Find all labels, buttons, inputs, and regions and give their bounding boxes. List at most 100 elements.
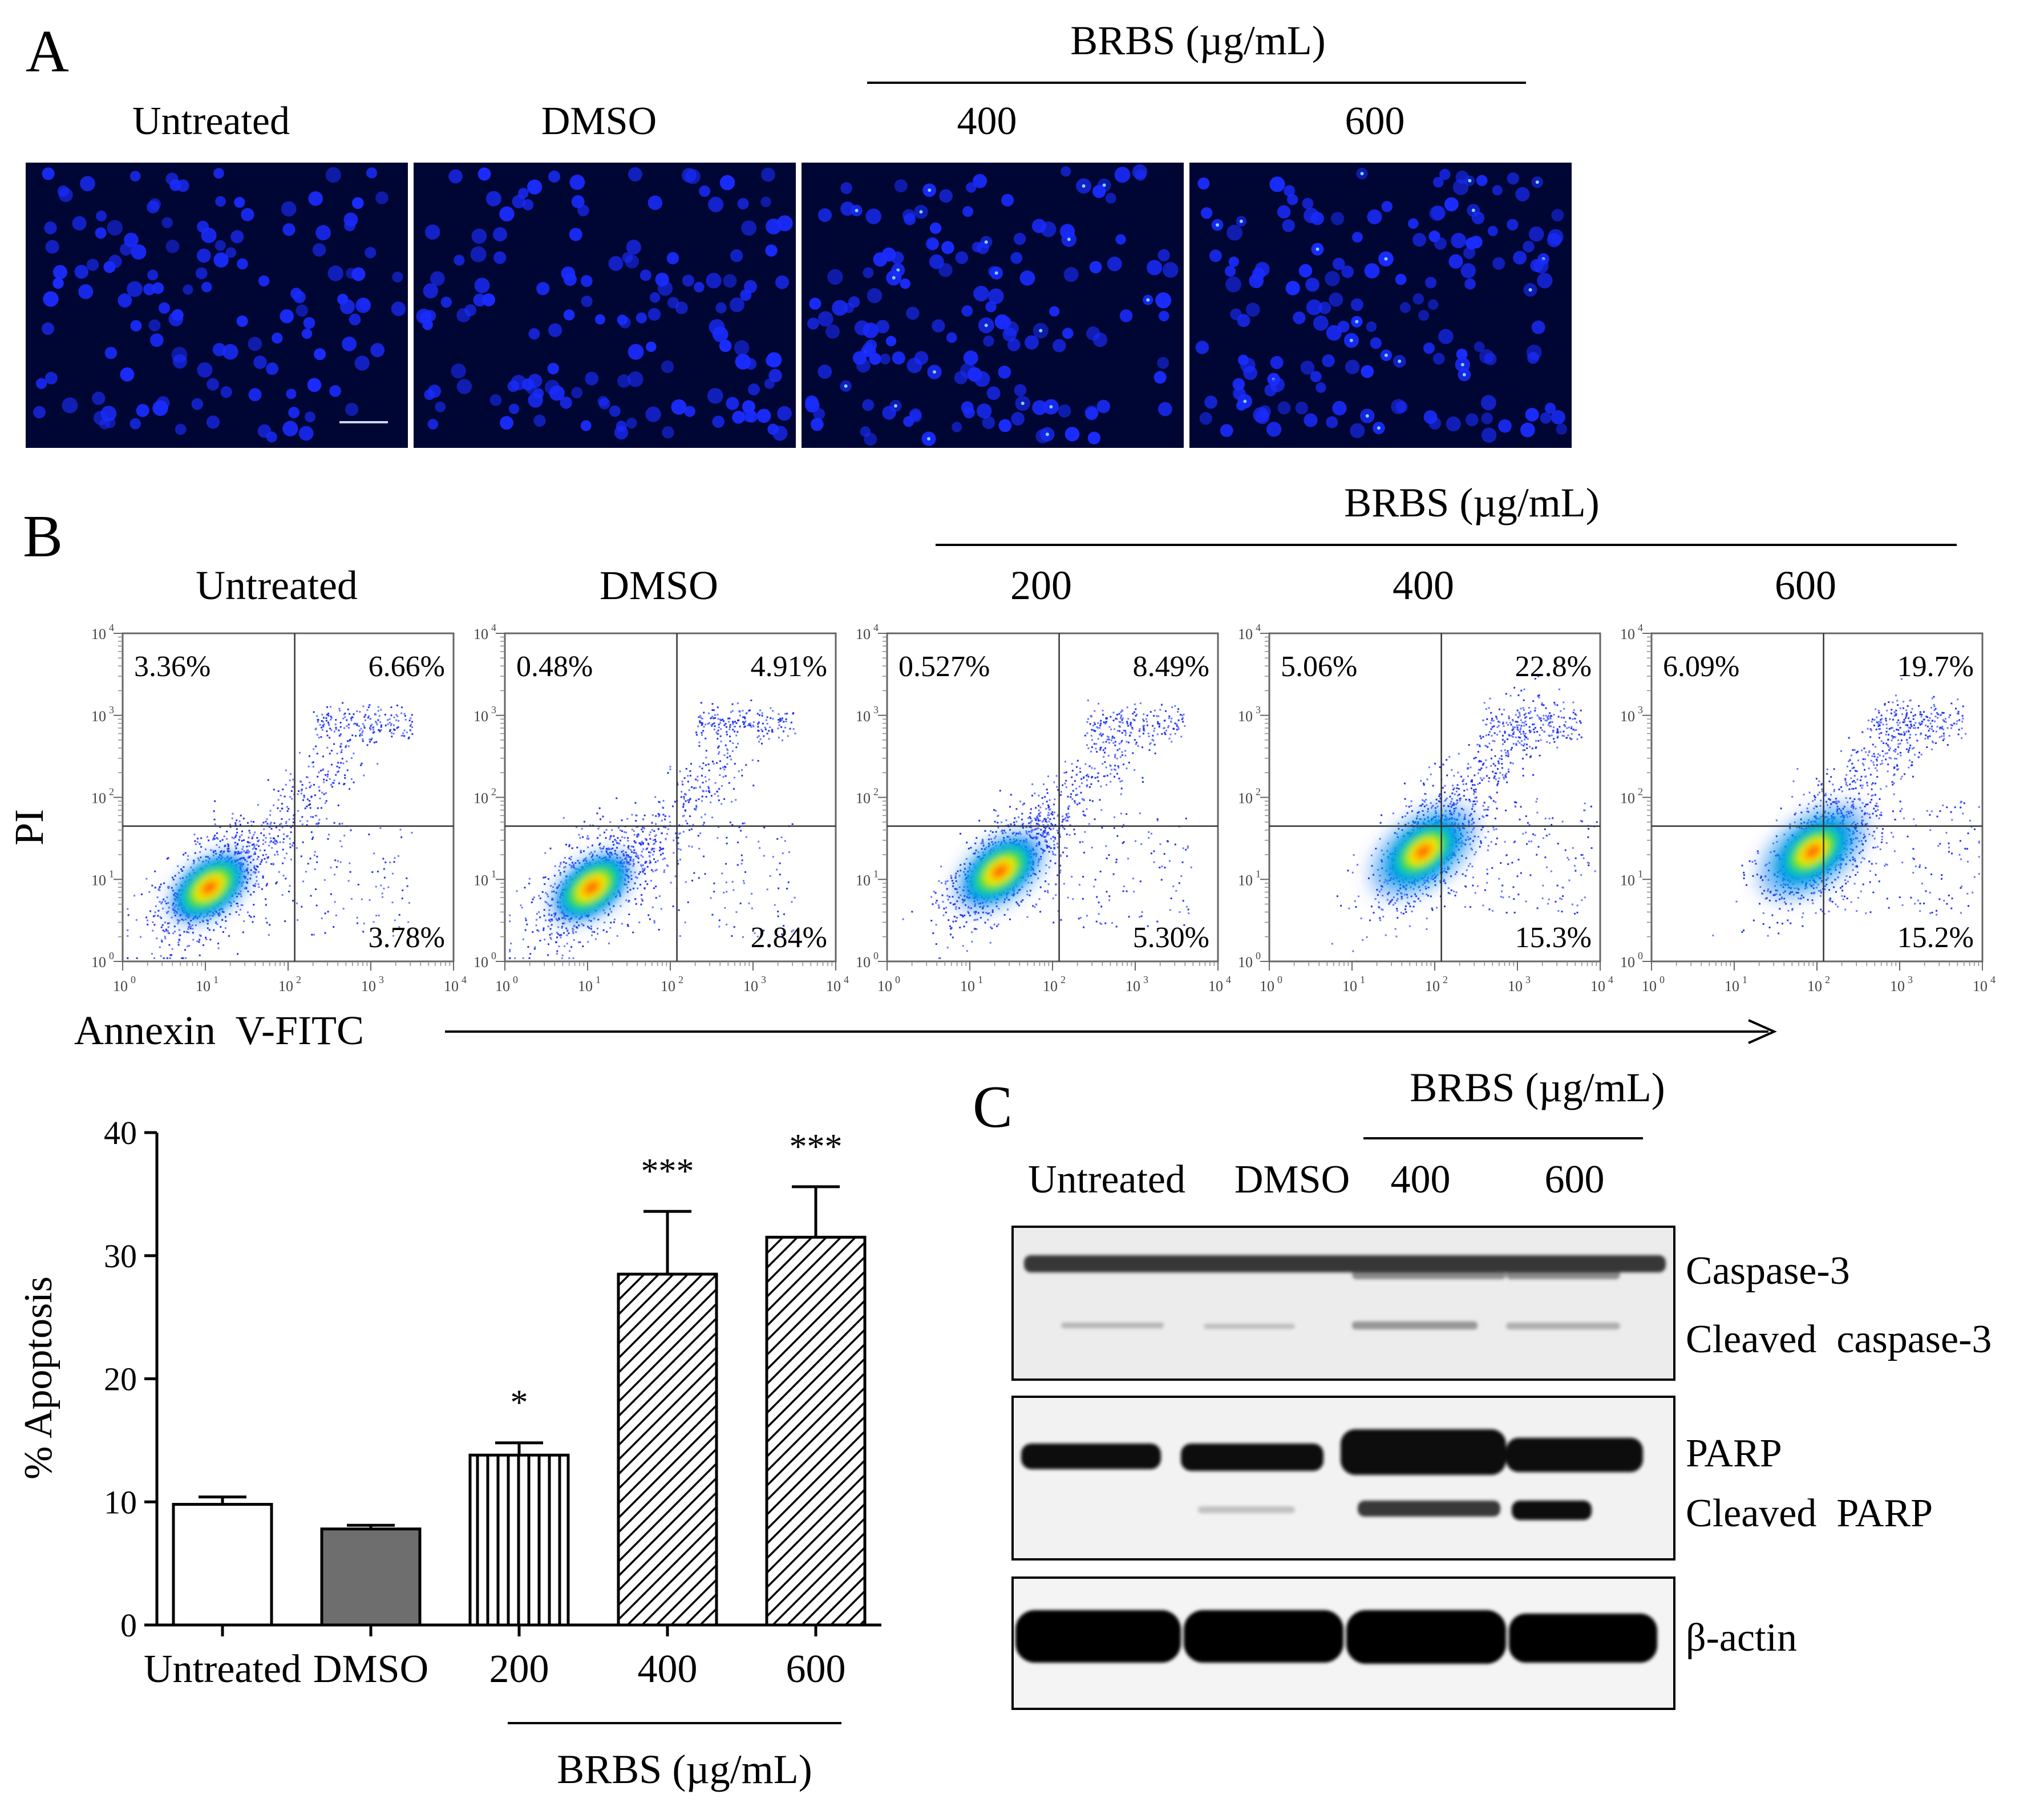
flow-event xyxy=(290,831,292,834)
flow-event xyxy=(791,823,794,825)
nucleus xyxy=(813,408,825,420)
flow-event xyxy=(235,834,237,836)
flow-event xyxy=(783,721,785,723)
panel-b-headers: Untreated DMSO 200 400 600 xyxy=(196,563,1836,608)
flow-event xyxy=(226,830,228,832)
nucleus xyxy=(1418,310,1430,321)
flow-event xyxy=(643,867,646,870)
flow-event xyxy=(650,851,652,854)
flow-event xyxy=(1043,818,1046,820)
flow-event xyxy=(284,857,286,859)
flow-event xyxy=(394,729,396,731)
nucleus xyxy=(929,222,942,235)
flow-event xyxy=(1110,739,1112,741)
flow-event xyxy=(315,888,317,890)
flow-event xyxy=(335,866,338,868)
flow-event xyxy=(256,844,258,846)
flow-event xyxy=(203,944,205,946)
x-tick-label: 10 xyxy=(743,978,758,995)
flow-event xyxy=(1114,765,1116,767)
flow-event xyxy=(945,911,947,913)
flow-event xyxy=(276,851,278,853)
flow-event xyxy=(377,719,379,721)
flow-event xyxy=(330,729,333,731)
panel-b-letter: B xyxy=(23,503,63,569)
flow-event xyxy=(713,763,715,765)
nucleus xyxy=(1062,328,1074,339)
flow-event xyxy=(411,831,413,834)
nucleus xyxy=(840,201,855,216)
nucleus xyxy=(1119,309,1133,322)
flow-event xyxy=(272,841,274,843)
flow-event xyxy=(1118,721,1120,723)
y-tick-exponent: 1 xyxy=(491,868,496,879)
nucleus xyxy=(1460,263,1476,278)
nucleus xyxy=(456,308,471,322)
flow-event xyxy=(326,746,329,749)
flow-event xyxy=(950,877,953,879)
flow-event xyxy=(1152,734,1154,737)
flow-event xyxy=(1188,912,1190,915)
flow-event xyxy=(248,830,250,832)
flow-event xyxy=(1099,799,1101,801)
flow-event xyxy=(1114,744,1116,746)
flow-event xyxy=(1096,896,1098,898)
flow-event xyxy=(1062,784,1064,786)
nucleus xyxy=(1107,256,1122,272)
flow-event xyxy=(1153,730,1155,732)
flow-event xyxy=(705,764,707,766)
flow-event xyxy=(1068,834,1071,836)
flow-event xyxy=(196,940,199,943)
flow-event xyxy=(1056,786,1058,788)
nucleus xyxy=(1157,249,1170,262)
flow-event xyxy=(213,818,216,820)
flow-event xyxy=(558,865,561,867)
flow-event xyxy=(708,778,710,781)
flow-event xyxy=(282,862,284,864)
flow-event xyxy=(556,950,558,952)
flow-event xyxy=(1075,794,1077,797)
nucleus xyxy=(1432,353,1445,365)
nucleus xyxy=(730,297,744,313)
flow-event xyxy=(770,707,772,709)
flow-event xyxy=(377,763,379,765)
flow-event xyxy=(310,831,313,833)
flow-event xyxy=(1135,840,1137,842)
nucleus xyxy=(43,291,59,307)
flow-event xyxy=(623,831,625,833)
flow-event xyxy=(226,838,228,840)
apoptotic-body xyxy=(1377,426,1381,430)
nucleus xyxy=(1361,365,1374,378)
flow-event xyxy=(237,953,239,955)
flow-event xyxy=(568,845,570,847)
flow-event xyxy=(1035,903,1038,905)
flow-event xyxy=(728,728,731,730)
flow-event xyxy=(275,826,277,828)
flow-event xyxy=(780,836,783,839)
flow-event xyxy=(1102,749,1104,751)
flow-event xyxy=(615,840,617,842)
flow-event xyxy=(1112,742,1115,744)
nucleus xyxy=(649,292,661,303)
flow-event xyxy=(274,854,276,856)
flow-event xyxy=(390,724,392,726)
flow-event xyxy=(337,762,339,764)
flow-event xyxy=(253,845,256,847)
flow-event xyxy=(292,818,294,820)
flow-event xyxy=(1143,729,1145,731)
flow-event xyxy=(360,764,362,766)
flow-event xyxy=(724,775,727,777)
flow-event xyxy=(644,862,646,864)
flow-event xyxy=(946,947,949,949)
flow-event xyxy=(702,762,705,765)
flow-event xyxy=(701,767,703,770)
flow-event xyxy=(399,828,402,831)
flow-event xyxy=(630,849,632,851)
flow-event xyxy=(541,891,544,893)
flow-event xyxy=(568,844,570,846)
flow-event xyxy=(709,791,711,793)
flow-event xyxy=(639,884,641,886)
flow-event xyxy=(979,916,982,919)
flow-event xyxy=(217,838,219,840)
flow-event xyxy=(1045,827,1047,830)
